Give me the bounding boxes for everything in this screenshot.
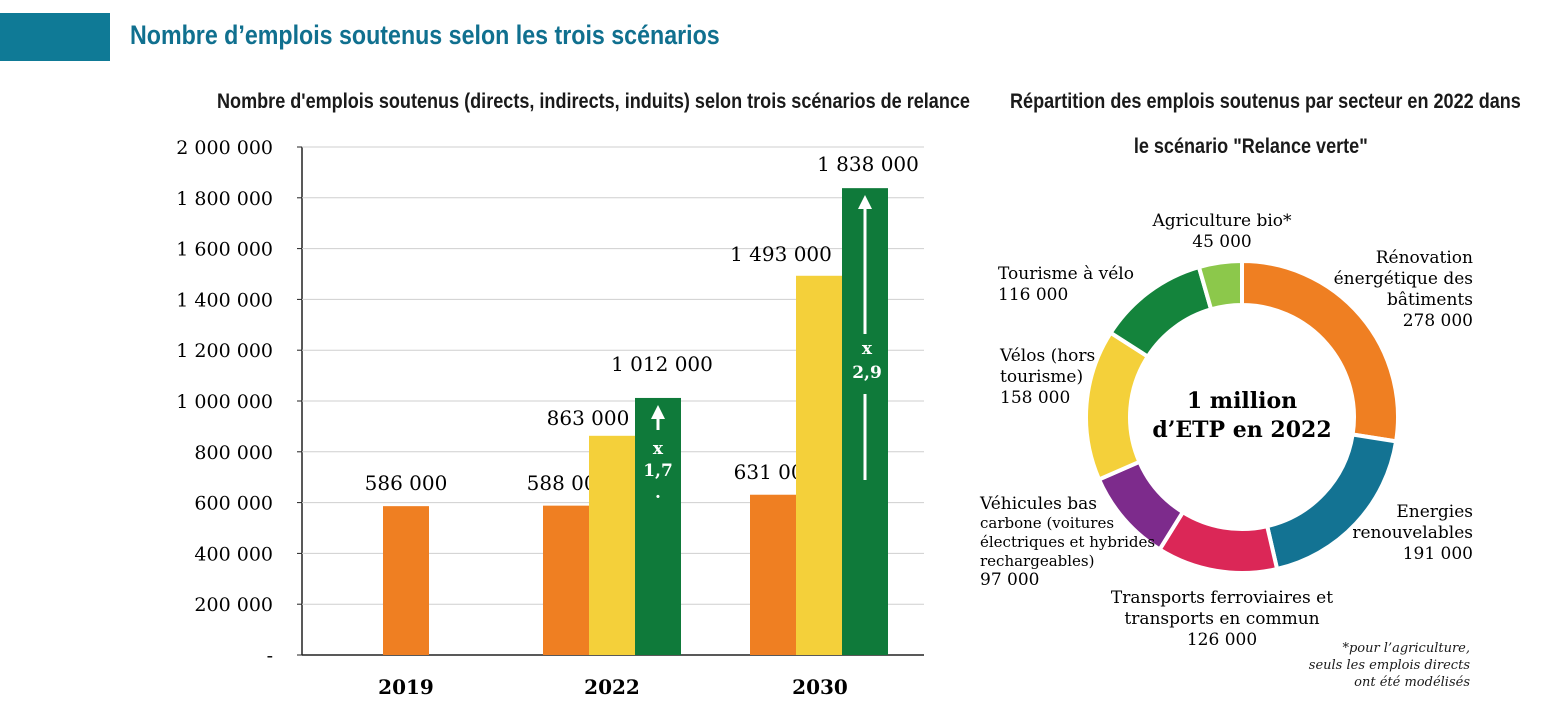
slice-value-label: 158 000	[1000, 388, 1070, 408]
donut-slice	[1264, 432, 1399, 572]
slice-name-label: Véhicules bas	[979, 494, 1097, 514]
donut-chart-title-line-2: le scénario "Relance verte"	[1133, 135, 1368, 158]
data-label: 1 838 000	[817, 152, 919, 176]
growth-annotation-2022: .	[655, 483, 661, 503]
y-tick-label: 400 000	[194, 543, 273, 565]
slice-name-label: Vélos (hors	[999, 346, 1095, 366]
bar	[383, 506, 429, 655]
slice-name-label: bâtiments	[1387, 290, 1473, 310]
x-tick-label: 2022	[584, 675, 640, 699]
slice-name-label: Rénovation	[1376, 248, 1473, 268]
slice-value-label: 97 000	[980, 570, 1039, 590]
y-tick-label: 600 000	[194, 493, 273, 515]
y-tick-label: -	[267, 645, 273, 667]
header-accent-bar	[0, 13, 110, 61]
y-tick-label: 1 800 000	[176, 188, 273, 210]
x-tick-label: 2030	[792, 675, 848, 699]
slice-value-label: 45 000	[1192, 232, 1251, 252]
data-label: 586 000	[365, 471, 448, 495]
donut-chart-title-line-1: Répartition des emplois soutenus par sec…	[1010, 90, 1521, 113]
bar	[635, 397, 681, 655]
y-tick-label: 1 200 000	[176, 340, 273, 362]
slice-value-label: 116 000	[998, 285, 1068, 305]
slice-name-label: Tourisme à vélo	[998, 264, 1134, 284]
slice-name-label: carbone (voitures	[980, 514, 1114, 532]
data-label: 1 493 000	[730, 242, 832, 266]
page-title: Nombre d’emplois soutenus selon les troi…	[130, 20, 720, 50]
slice-value-label: 126 000	[1187, 630, 1257, 650]
slice-name-label: Energies	[1396, 502, 1473, 522]
slice-name-label: Agriculture bio*	[1151, 211, 1292, 231]
y-tick-label: 1 600 000	[176, 239, 273, 261]
slice-value-label: 191 000	[1403, 544, 1473, 564]
growth-annotation-2030: 2,9	[852, 363, 882, 383]
slice-name-label: électriques et hybrides	[980, 533, 1155, 551]
y-tick-label: 200 000	[194, 594, 273, 616]
y-tick-label: 1 000 000	[176, 391, 273, 413]
growth-arrow-2030-head	[858, 195, 872, 209]
slice-name-label: tourisme)	[1000, 367, 1083, 387]
y-tick-label: 2 000 000	[176, 137, 273, 159]
bar	[589, 435, 635, 655]
bar-chart-title: Nombre d'emplois soutenus (directs, indi…	[217, 90, 970, 113]
slice-name-label: énergétique des	[1334, 269, 1473, 289]
growth-arrow-2022-head	[651, 405, 665, 419]
growth-annotation-2022: x	[653, 439, 664, 459]
slice-name-label: rechargeables)	[980, 552, 1094, 570]
footnote: *pour l’agriculture, seuls les emplois d…	[1308, 641, 1470, 690]
growth-annotation-bg	[846, 334, 888, 394]
data-label: 1 012 000	[611, 352, 713, 376]
slice-value-label: 278 000	[1403, 311, 1473, 331]
y-tick-label: 800 000	[194, 442, 273, 464]
donut-slice	[1084, 330, 1151, 483]
data-label: 863 000	[547, 406, 630, 430]
x-tick-label: 2019	[378, 675, 434, 699]
donut-slice	[1196, 258, 1244, 312]
bar	[796, 275, 842, 655]
growth-annotation-2022: 1,7	[643, 461, 673, 481]
bar	[750, 494, 796, 655]
donut-center-label: 1 million	[1187, 388, 1297, 414]
slice-name-label: Transports ferroviaires et	[1111, 588, 1333, 608]
slice-name-label: transports en commun	[1124, 609, 1319, 629]
donut-center-label: d’ETP en 2022	[1152, 417, 1331, 443]
growth-annotation-2030: x	[862, 339, 873, 359]
slice-name-label: renouvelables	[1352, 523, 1473, 543]
bar	[543, 505, 589, 655]
y-tick-label: 1 400 000	[176, 289, 273, 311]
